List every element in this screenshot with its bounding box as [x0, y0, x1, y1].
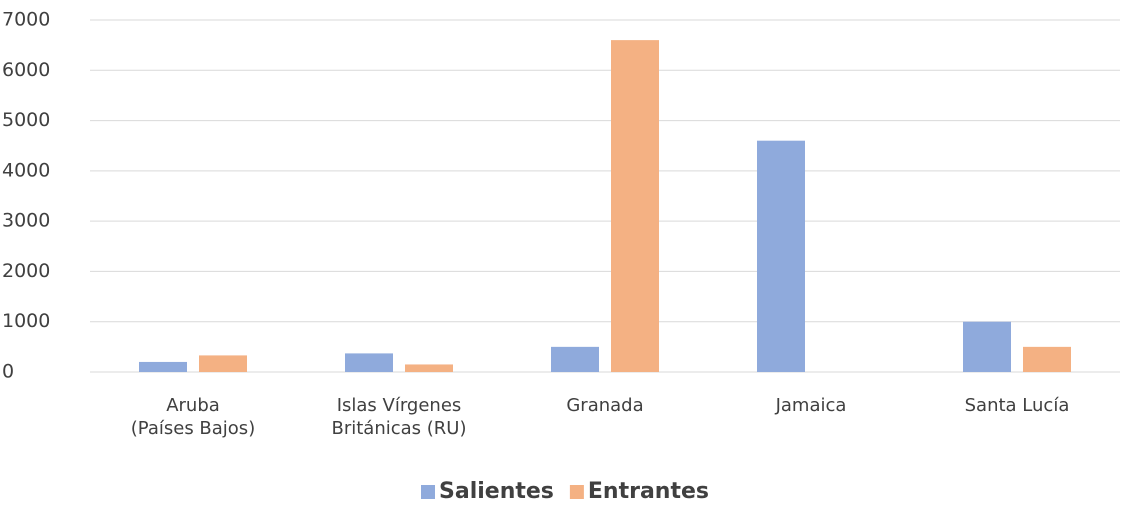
- y-tick-label: 3000: [2, 210, 50, 232]
- bar: [139, 361, 187, 372]
- y-tick-label: 5000: [2, 109, 50, 131]
- y-tick-label: 6000: [2, 59, 50, 81]
- legend-label: Salientes: [439, 479, 554, 504]
- bar: [757, 140, 805, 372]
- bar: [1023, 346, 1071, 372]
- y-tick-label: 7000: [2, 9, 50, 31]
- y-tick-label: 4000: [2, 159, 50, 181]
- x-tick-label: Jamaica: [775, 395, 847, 416]
- bar: [611, 40, 659, 372]
- bar: [345, 353, 393, 372]
- bar: [405, 364, 453, 372]
- bar: [963, 321, 1011, 372]
- legend-label: Entrantes: [588, 479, 709, 504]
- x-tick-label: Aruba (Países Bajos): [130, 395, 256, 439]
- x-tick-label: Islas Vírgenes Británicas (RU): [331, 395, 467, 439]
- x-tick-label: Granada: [566, 395, 644, 416]
- bar: [551, 346, 599, 372]
- legend-swatch: [421, 485, 435, 499]
- y-tick-label: 1000: [2, 310, 50, 332]
- y-tick-label: 2000: [2, 260, 50, 282]
- legend-swatch: [569, 485, 584, 499]
- bar: [199, 355, 247, 372]
- x-tick-label: Santa Lucía: [964, 395, 1070, 416]
- y-tick-label: 0: [2, 361, 14, 383]
